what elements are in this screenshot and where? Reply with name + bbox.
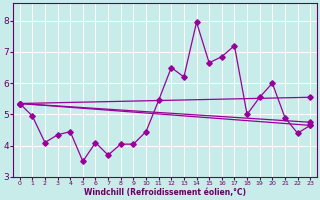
X-axis label: Windchill (Refroidissement éolien,°C): Windchill (Refroidissement éolien,°C) — [84, 188, 246, 197]
